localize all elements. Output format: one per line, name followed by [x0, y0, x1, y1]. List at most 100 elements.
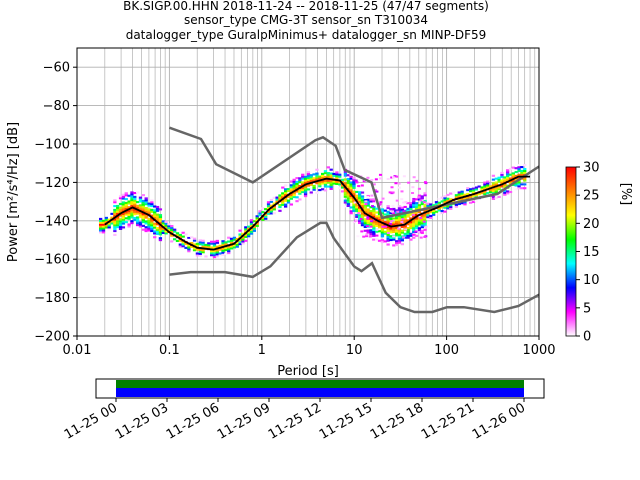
heatmap-cell [497, 186, 501, 189]
heatmap-cell [301, 173, 305, 176]
heatmap-cell [369, 211, 373, 215]
heatmap-cell [278, 196, 282, 199]
heatmap-cell [153, 213, 157, 216]
heatmap-cell [144, 197, 148, 200]
heatmap-cell [150, 203, 154, 206]
heatmap-cell [474, 188, 478, 191]
heatmap-cell [312, 188, 316, 191]
heatmap-cell [369, 233, 373, 236]
heatmap-cell [391, 191, 395, 194]
heatmap-cell [244, 233, 248, 237]
heatmap-cell [309, 179, 313, 183]
heatmap-cell [369, 225, 373, 228]
heatmap-cell [141, 205, 145, 208]
heatmap-cell [360, 220, 365, 223]
heatmap-cell [118, 195, 123, 198]
colorbar-tick-label: 0 [583, 330, 591, 345]
heatmap-cell [394, 182, 398, 185]
heatmap-cell [135, 191, 140, 194]
heatmap-cell [517, 183, 521, 186]
heatmap-cell [412, 230, 416, 234]
heatmap-cell [412, 197, 416, 200]
heatmap-cell [138, 206, 143, 209]
heatmap-cell [395, 218, 399, 222]
heatmap-cell [353, 201, 357, 204]
heatmap-cell [138, 225, 143, 228]
heatmap-cell [390, 176, 394, 179]
heatmap-cell [386, 239, 390, 242]
heatmap-cell [127, 210, 131, 213]
heatmap-cell [494, 177, 498, 180]
heatmap-cell [343, 174, 348, 177]
heatmap-cell [508, 173, 513, 176]
heatmap-cell [349, 173, 353, 176]
heatmap-cell [404, 228, 408, 231]
heatmap-cell [402, 175, 406, 178]
heatmap-cell [343, 193, 348, 196]
heatmap-cell [110, 220, 114, 223]
heatmap-cell [147, 223, 151, 226]
heatmap-cell [460, 198, 464, 201]
heatmap-cell [298, 188, 302, 191]
heatmap-cell [127, 215, 131, 218]
heatmap-cell [409, 234, 413, 237]
heatmap-cell [227, 236, 231, 239]
heatmap-cell [395, 222, 399, 225]
heatmap-cell [511, 166, 516, 169]
heatmap-cell [121, 195, 126, 198]
heatmap-cell [360, 210, 365, 213]
heatmap-cell [252, 229, 256, 232]
heatmap-cell [121, 216, 126, 219]
heatmap-cell [141, 199, 145, 202]
heatmap-cell [383, 213, 387, 216]
heatmap-cell [520, 173, 524, 176]
heatmap-cell [306, 188, 311, 191]
heatmap-cell [147, 212, 151, 215]
heatmap-cell [423, 199, 427, 203]
heatmap-cell [121, 218, 126, 221]
heatmap-cell [286, 201, 291, 204]
heatmap-cell [281, 201, 285, 205]
heatmap-cell [292, 192, 296, 195]
heatmap-cell [503, 193, 507, 196]
heatmap-cell [246, 227, 251, 230]
heatmap-cell [389, 237, 393, 240]
heatmap-cell [323, 172, 328, 175]
heatmap-cell [295, 184, 299, 187]
heatmap-cell [355, 190, 359, 193]
heatmap-cell [419, 236, 423, 239]
heatmap-cell [400, 216, 404, 219]
heatmap-cell [363, 199, 367, 202]
heatmap-cell [392, 244, 396, 247]
heatmap-cell [437, 197, 441, 201]
heatmap-cell [400, 198, 404, 201]
heatmap-cell [346, 181, 350, 184]
heatmap-cell [406, 230, 410, 233]
heatmap-cell [420, 195, 424, 198]
heatmap-cell [138, 196, 143, 199]
heatmap-cell [349, 191, 353, 194]
heatmap-cell [409, 225, 413, 228]
heatmap-cell [386, 222, 390, 225]
heatmap-cell [184, 233, 188, 236]
heatmap-cell [463, 201, 467, 204]
heatmap-cell [198, 250, 202, 253]
heatmap-cell [155, 217, 160, 220]
heatmap-cell [323, 175, 328, 179]
heatmap-cell [329, 183, 333, 187]
heatmap-cell [372, 228, 376, 232]
heatmap-cell [349, 189, 353, 192]
heatmap-cell [295, 200, 299, 203]
heatmap-cell [372, 234, 376, 237]
heatmap-cell [366, 217, 370, 220]
heatmap-cell [343, 189, 348, 193]
heatmap-cell [480, 186, 484, 189]
heatmap-cell [235, 241, 239, 244]
heatmap-cell [483, 191, 487, 194]
heatmap-cell [363, 210, 367, 213]
heatmap-cell [400, 229, 404, 232]
heatmap-cell [127, 225, 131, 228]
heatmap-cell [269, 212, 274, 215]
heatmap-cell [349, 185, 353, 188]
heatmap-cell [326, 173, 330, 177]
